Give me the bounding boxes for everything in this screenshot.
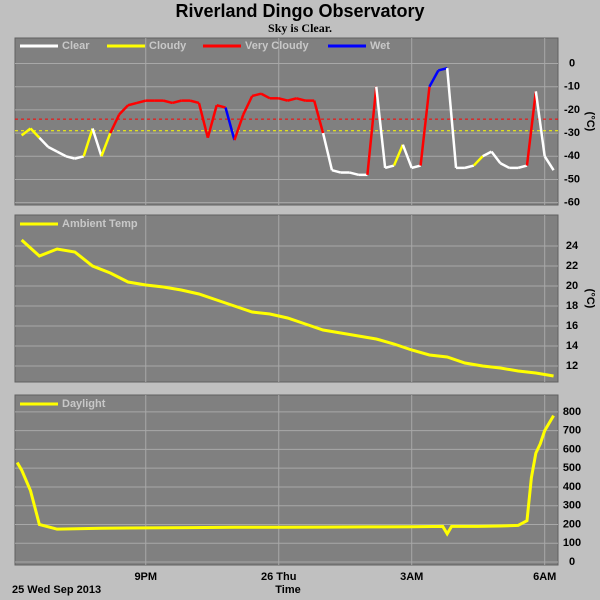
x-tick-label: 9PM	[134, 571, 157, 583]
y-tick-label: 18	[566, 300, 578, 312]
sky-temp-segment	[251, 92, 262, 98]
sky-temp-segment	[65, 155, 76, 160]
sky-temp-segment	[428, 69, 440, 88]
sky-temp-segment	[197, 102, 210, 139]
y-axis-label: (°C)	[584, 289, 596, 309]
sky-temp-segment	[163, 99, 173, 105]
y-tick-label: -40	[564, 150, 580, 162]
sky-temp-segment	[47, 145, 58, 153]
subtitle: Sky is Clear.	[268, 21, 332, 35]
y-tick-label: -50	[564, 173, 580, 185]
sky-temp-segment	[82, 128, 94, 157]
sky-temp-segment	[136, 99, 147, 105]
y-tick-label: 12	[566, 360, 578, 372]
y-tick-label: -60	[564, 197, 580, 209]
sky-temp-segment	[74, 155, 85, 160]
panel	[14, 214, 559, 383]
sky-temp-segment	[91, 128, 103, 157]
sky-temp-segment	[482, 150, 493, 158]
line	[20, 238, 554, 378]
y-tick-label: 0	[569, 556, 575, 568]
y-tick-label: -30	[564, 127, 580, 139]
y-tick-label: -20	[564, 104, 580, 116]
y-tick-label: 200	[563, 518, 581, 530]
sky-temp-segment	[366, 86, 378, 175]
sky-temp-segment	[172, 99, 182, 105]
x-tick-label: 6AM	[533, 571, 556, 583]
sky-temp-segment	[189, 99, 200, 105]
y-tick-label: 20	[566, 280, 578, 292]
sky-temp-segment	[287, 97, 297, 102]
panel	[14, 394, 559, 566]
y-tick-label: 0	[569, 57, 575, 69]
chart-title: Riverland Dingo Observatory	[175, 1, 424, 21]
sky-temp-segment	[525, 91, 538, 166]
x-tick-label: 3AM	[400, 571, 423, 583]
panel	[14, 37, 559, 206]
sky-temp-segment	[109, 114, 121, 134]
sky-temp-segment	[401, 144, 413, 169]
y-tick-label: 16	[566, 320, 578, 332]
sky-temp-segment	[278, 97, 288, 102]
sky-temp-segment	[296, 97, 306, 102]
legend-label: Clear	[62, 40, 90, 52]
sky-temp-segment	[392, 144, 405, 167]
sky-temp-segment	[233, 114, 245, 141]
sky-temp-segment	[375, 86, 387, 169]
sky-temp-segment	[118, 104, 129, 116]
sky-temp-segment	[127, 101, 138, 107]
sky-temp-segment	[499, 162, 510, 169]
legend-label: Ambient Temp	[62, 218, 138, 230]
y-tick-label: 500	[563, 462, 581, 474]
sky-temp-segment	[312, 100, 325, 134]
y-axis-label: (°C)	[584, 112, 596, 132]
y-tick-label: 100	[563, 537, 581, 549]
y-tick-label: -10	[564, 81, 580, 93]
sky-temp-segment	[260, 92, 271, 100]
sky-temp-segment	[490, 150, 502, 165]
y-tick-label: 400	[563, 481, 581, 493]
y-tick-label: 800	[563, 406, 581, 418]
sky-temp-segment	[534, 91, 546, 157]
sky-temp-segment	[517, 164, 528, 170]
sky-temp-segment	[242, 95, 254, 116]
y-tick-label: 600	[563, 443, 581, 455]
sky-temp-segment	[224, 107, 236, 141]
x-axis-label: Time	[275, 584, 300, 596]
sky-temp-segment	[56, 150, 67, 158]
sky-temp-segment	[29, 127, 41, 139]
y-tick-label: 24	[566, 240, 579, 252]
y-tick-label: 300	[563, 500, 581, 512]
legend-label: Wet	[370, 40, 390, 52]
legend-label: Daylight	[62, 398, 106, 410]
line	[15, 414, 555, 537]
sky-temp-segment	[38, 136, 50, 148]
sky-temp-segment	[349, 171, 359, 177]
sky-temp-segment	[543, 155, 555, 171]
sky-temp-segment	[20, 127, 32, 137]
legend-label: Cloudy	[149, 40, 187, 52]
y-tick-label: 22	[566, 260, 578, 272]
y-tick-label: 700	[563, 425, 581, 437]
sky-temp-segment	[419, 86, 431, 166]
sky-temp-segment	[472, 155, 484, 167]
sky-temp-segment	[411, 164, 421, 170]
sky-temp-segment	[464, 164, 475, 170]
sky-temp-segment	[321, 132, 334, 171]
sky-temp-segment	[445, 68, 458, 168]
legend-label: Very Cloudy	[245, 40, 309, 52]
sky-temp-segment	[206, 104, 218, 139]
x-start-label: 25 Wed Sep 2013	[12, 584, 101, 596]
sky-temp-segment	[331, 168, 342, 174]
sky-temp-segment	[384, 164, 395, 170]
sky-temp-segment	[100, 132, 112, 157]
x-tick-label: 26 Thu	[261, 571, 296, 583]
y-tick-label: 14	[566, 340, 579, 352]
sky-temp-segment	[216, 104, 226, 109]
sky-temp-segment	[438, 66, 448, 72]
